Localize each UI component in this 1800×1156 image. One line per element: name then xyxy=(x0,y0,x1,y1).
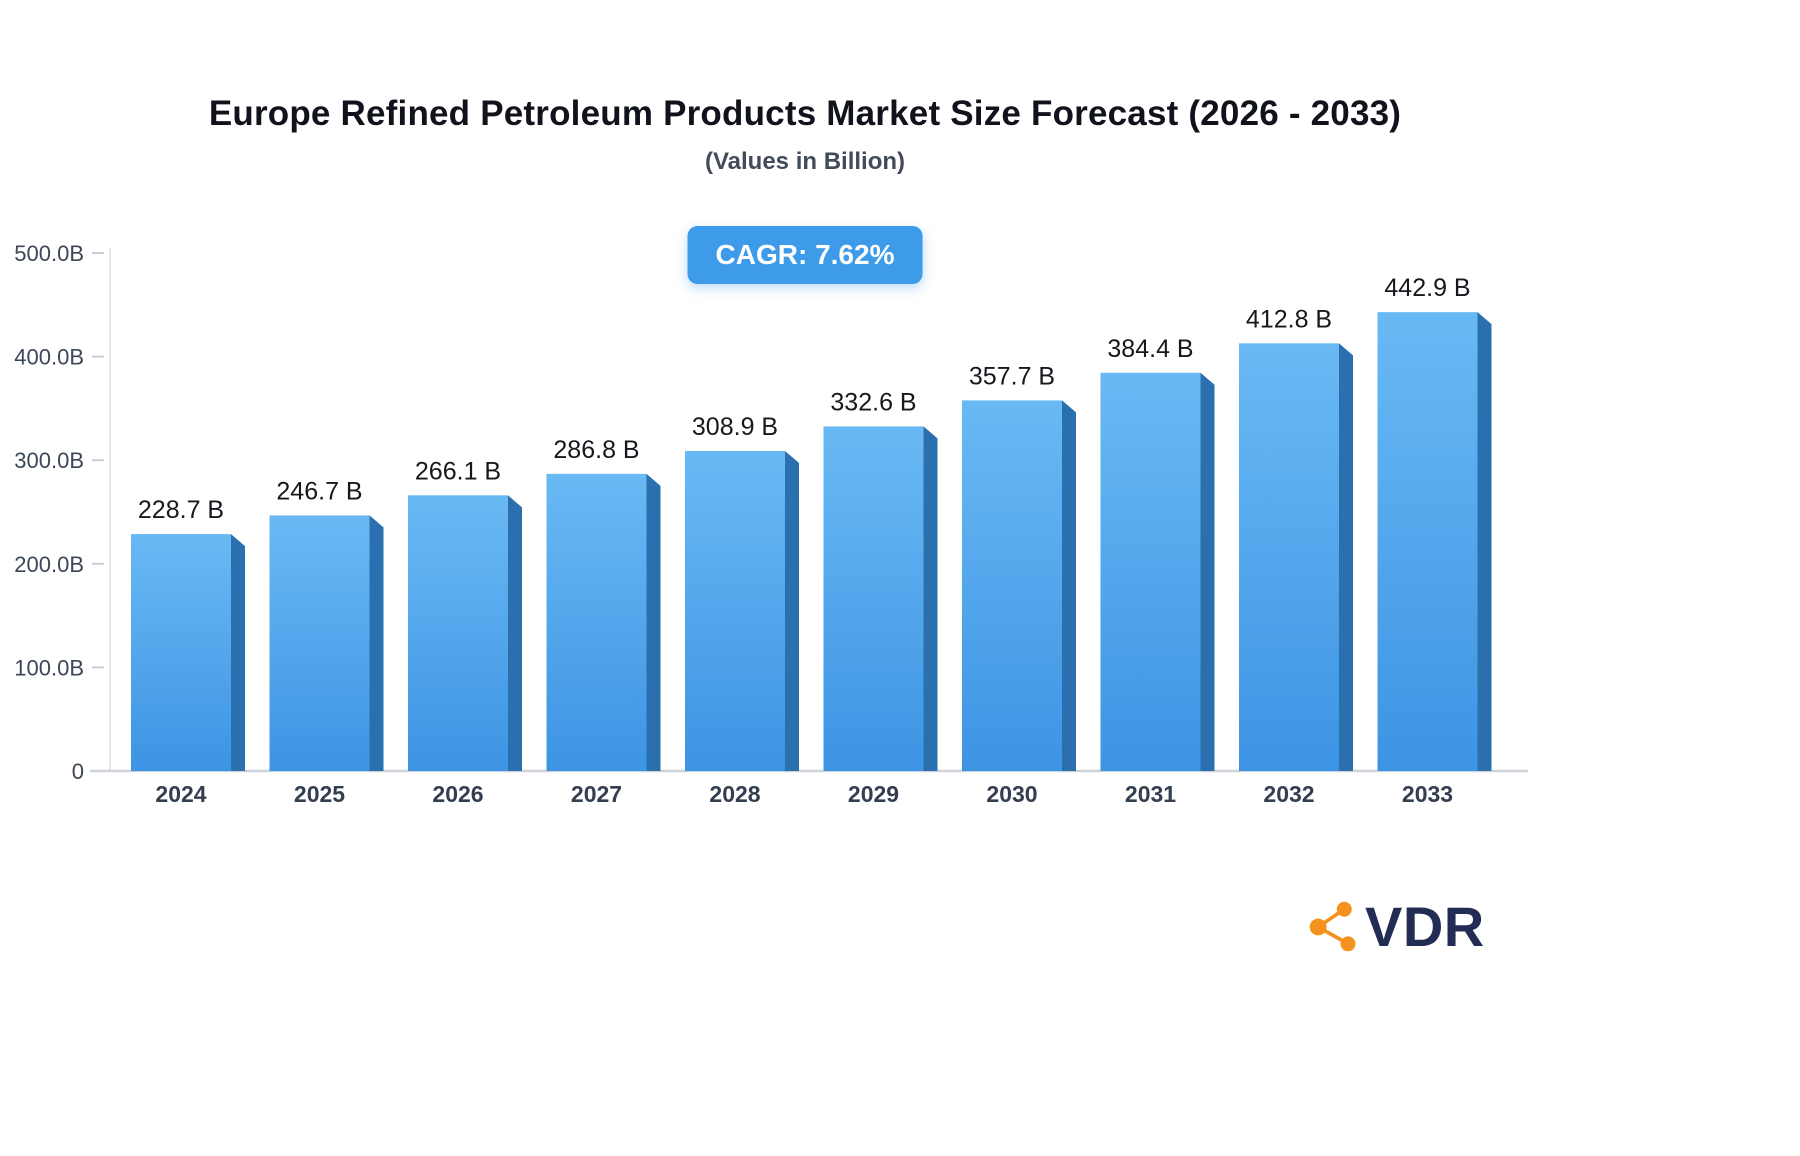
bar-side-face xyxy=(508,495,522,771)
bar-group: 412.8 B xyxy=(1239,305,1353,771)
x-axis-label: 2030 xyxy=(986,781,1037,807)
bar-value-label: 332.6 B xyxy=(830,388,916,416)
bar-value-label: 412.8 B xyxy=(1246,305,1332,333)
bar-value-label: 308.9 B xyxy=(692,413,778,441)
y-tick-label: 200.0B xyxy=(14,552,84,577)
x-axis-label: 2028 xyxy=(709,781,760,807)
bar-side-face xyxy=(369,515,384,771)
x-axis-label: 2026 xyxy=(432,781,483,807)
x-axis-label: 2025 xyxy=(294,781,345,807)
bar-value-label: 286.8 B xyxy=(553,436,639,464)
bar-group: 228.7 B xyxy=(131,496,245,771)
bar-chart: 0 100.0B 200.0B 300.0B 400.0B 500.0B 228.7 B 20… xyxy=(14,241,1528,807)
bar-value-label: 246.7 B xyxy=(276,477,362,505)
x-axis-label: 2033 xyxy=(1402,781,1453,807)
bar-group: 286.8 B xyxy=(546,436,661,771)
bar-front-face xyxy=(962,400,1062,771)
bar-front-face xyxy=(1239,343,1339,771)
bar-side-face xyxy=(785,450,799,771)
bar-group: 266.1 B xyxy=(408,457,522,771)
y-tick-label: 400.0B xyxy=(14,345,84,370)
network-nodes-icon xyxy=(1309,901,1356,952)
bar-value-label: 357.7 B xyxy=(969,362,1055,390)
bar-value-label: 384.4 B xyxy=(1107,335,1193,363)
bar-front-face xyxy=(408,495,508,771)
bar-front-face xyxy=(1377,312,1478,771)
bar-front-face xyxy=(823,426,924,771)
bar-front-face xyxy=(131,534,231,771)
bar-front-face xyxy=(546,473,647,771)
bar-side-face xyxy=(923,426,938,771)
cagr-badge: CAGR: 7.62% xyxy=(687,226,923,284)
bar-group: 308.9 B xyxy=(685,413,799,771)
y-tick-label: 500.0B xyxy=(14,241,84,266)
x-axis-label: 2032 xyxy=(1263,781,1314,807)
bar-value-label: 266.1 B xyxy=(415,457,501,485)
x-axis-label: 2031 xyxy=(1125,781,1176,807)
y-tick-label: 100.0B xyxy=(14,655,84,680)
bar-side-face xyxy=(1477,312,1492,771)
bar-group: 332.6 B xyxy=(823,388,938,771)
x-axis-label: 2024 xyxy=(155,781,206,807)
bar-front-face xyxy=(1100,372,1201,771)
bar-group: 442.9 B xyxy=(1377,274,1492,771)
bar-value-label: 228.7 B xyxy=(138,496,224,524)
y-tick-label: 300.0B xyxy=(14,448,84,473)
bar-group: 246.7 B xyxy=(269,477,384,771)
vdr-logo: VDR xyxy=(1306,898,1485,956)
bar-front-face xyxy=(685,450,785,771)
bar-side-face xyxy=(231,534,245,771)
bar-side-face xyxy=(1339,343,1353,771)
bar-side-face xyxy=(1200,372,1215,771)
logo-text: VDR xyxy=(1365,895,1485,958)
bar-side-face xyxy=(646,473,661,771)
y-tick-label: 0 xyxy=(72,759,84,784)
bar-value-label: 442.9 B xyxy=(1384,274,1470,302)
x-axis-label: 2029 xyxy=(848,781,899,807)
chart-title: Europe Refined Petroleum Products Market… xyxy=(208,94,1402,133)
bar-group: 384.4 B xyxy=(1100,335,1215,771)
chart-subtitle: (Values in Billion) xyxy=(704,148,906,175)
bar-side-face xyxy=(1062,400,1076,771)
x-axis-label: 2027 xyxy=(571,781,622,807)
bar-group: 357.7 B xyxy=(962,362,1076,771)
bar-front-face xyxy=(269,515,370,771)
